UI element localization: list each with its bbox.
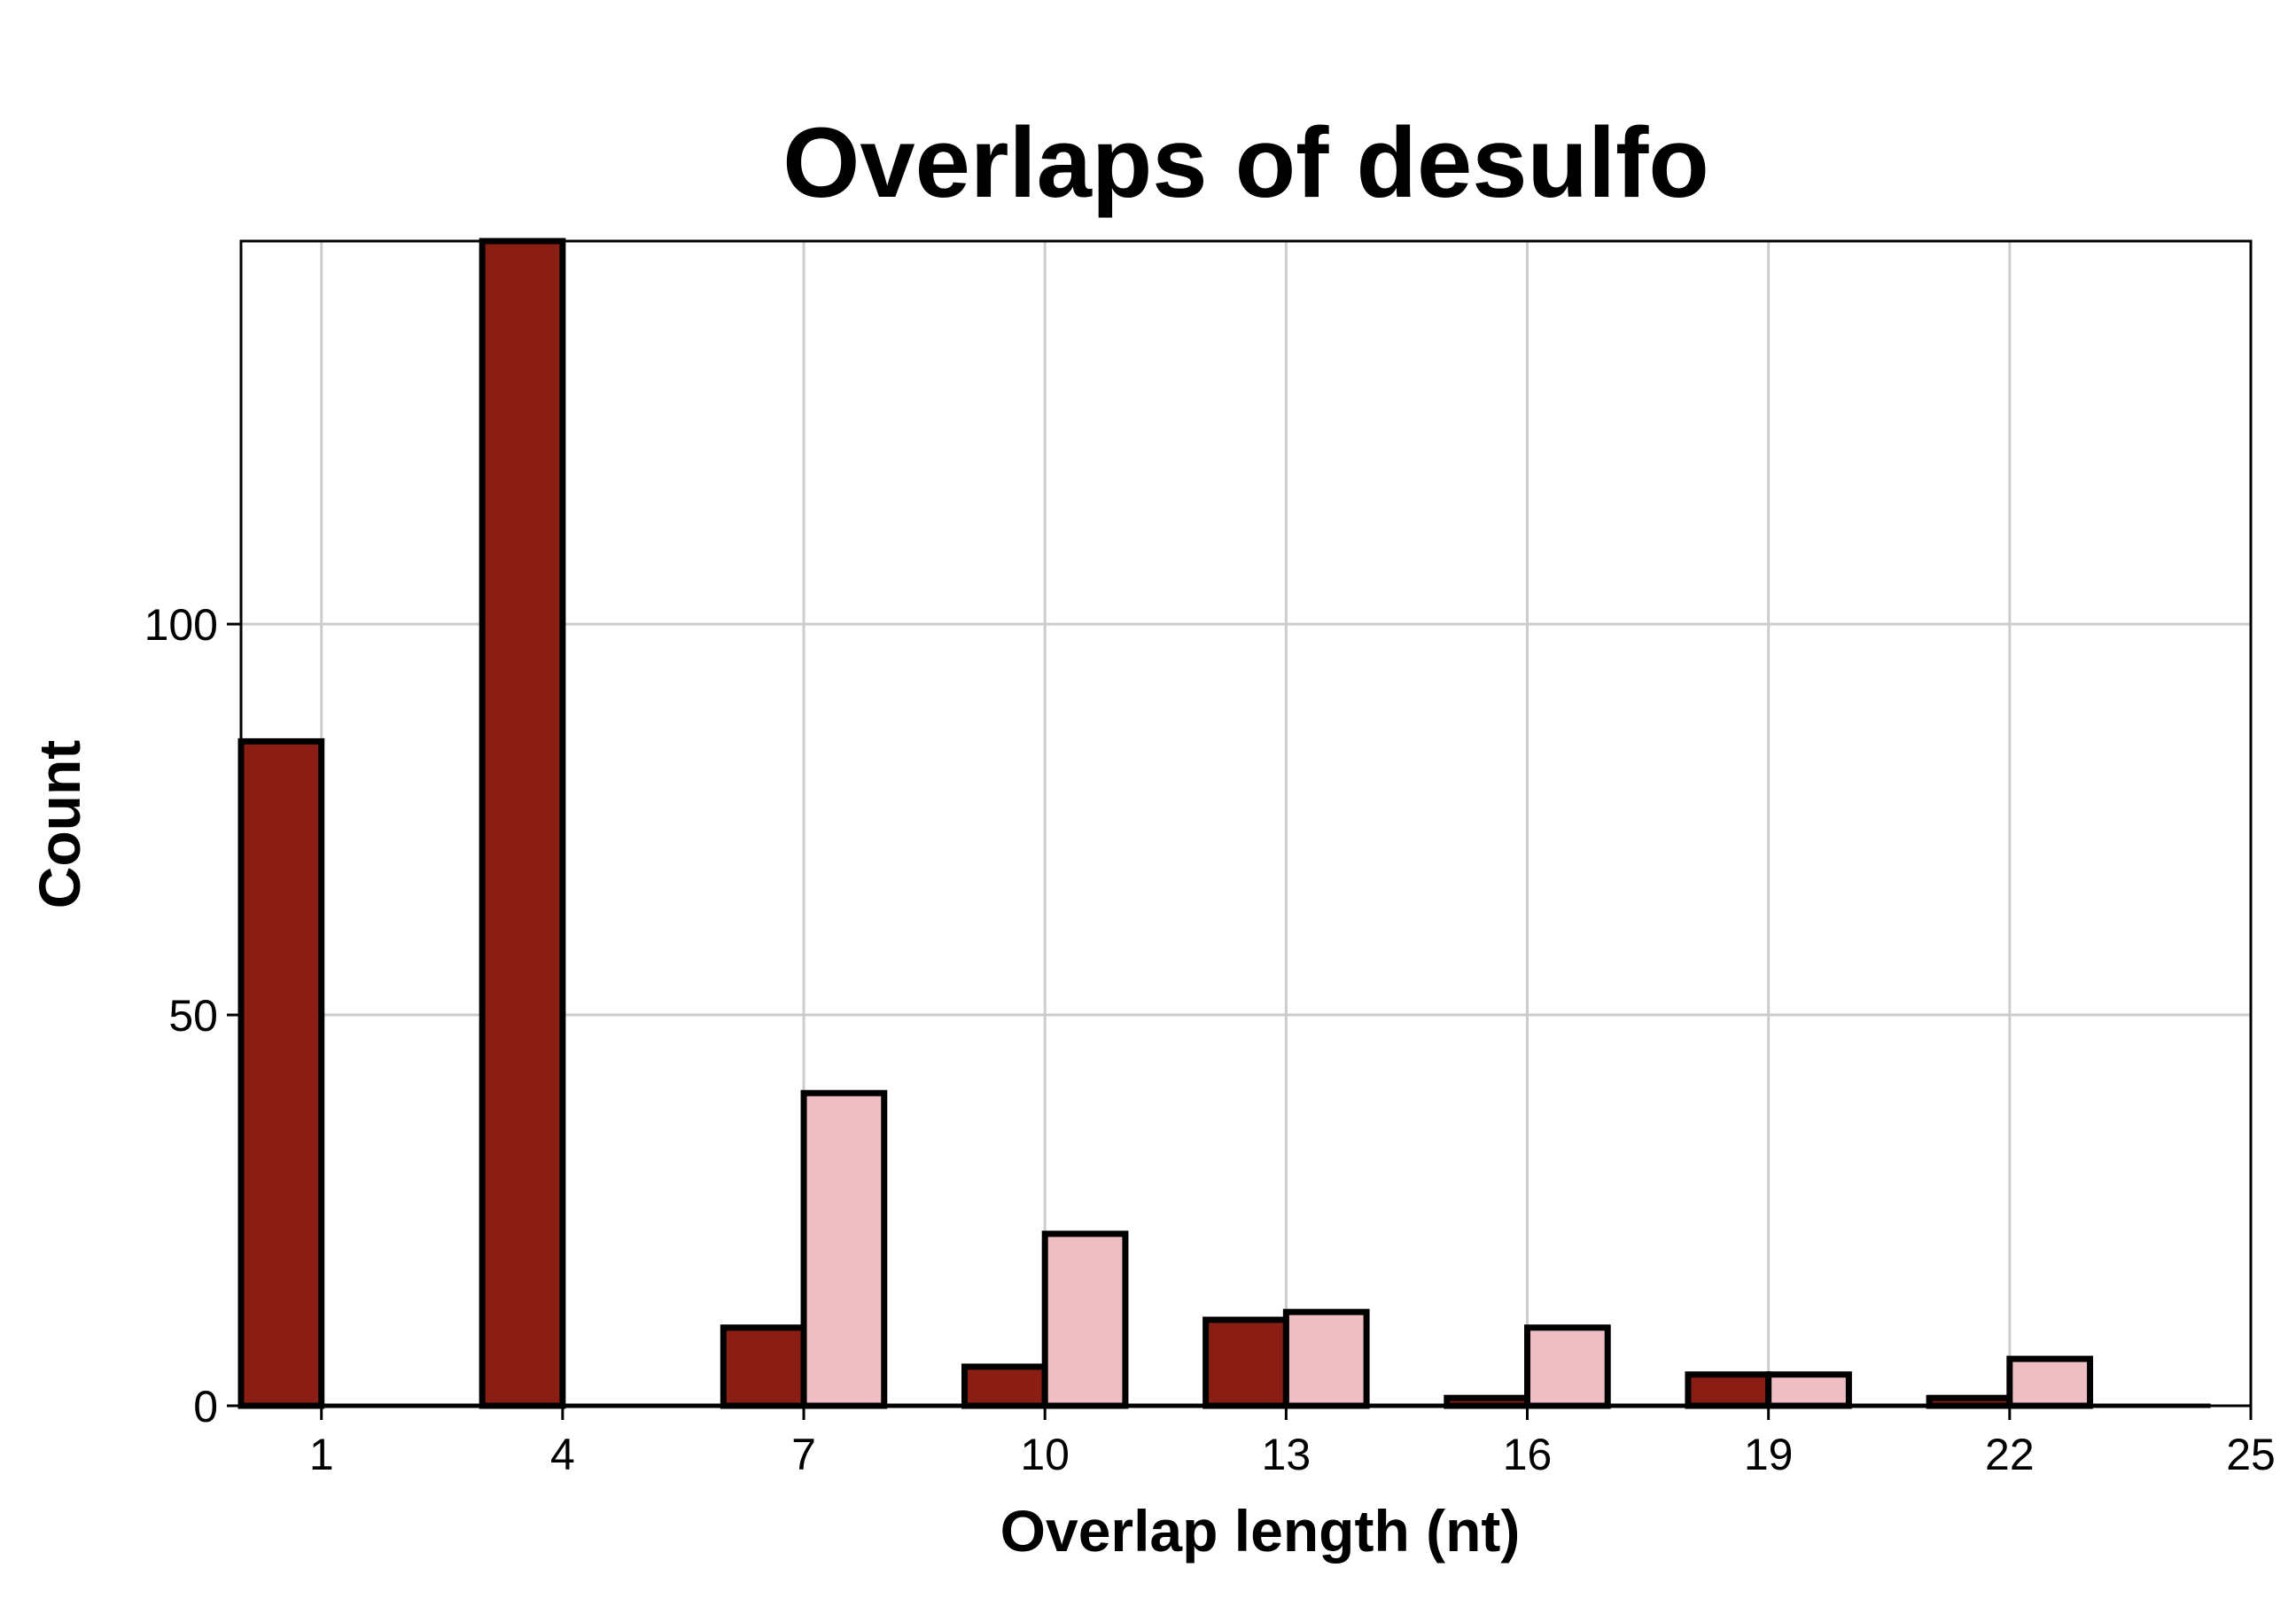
y-tick-label: 100 bbox=[144, 600, 218, 650]
bar-series-1 bbox=[961, 1363, 1048, 1409]
bar-series-2 bbox=[1282, 1308, 1370, 1409]
x-tick-label: 25 bbox=[2226, 1430, 2276, 1479]
y-tick-label: 50 bbox=[168, 991, 218, 1041]
bar-series-1 bbox=[237, 737, 325, 1409]
x-tick-label: 16 bbox=[1503, 1430, 1553, 1479]
bar-series-1 bbox=[1202, 1316, 1289, 1409]
x-tick-label: 7 bbox=[791, 1430, 816, 1479]
bar-series-1 bbox=[479, 238, 566, 1409]
x-tick-label: 13 bbox=[1262, 1430, 1311, 1479]
x-axis-label: Overlap length (nt) bbox=[1000, 1498, 1521, 1564]
bar-series-2 bbox=[1041, 1230, 1129, 1409]
x-tick-label: 10 bbox=[1020, 1430, 1070, 1479]
x-tick-label: 22 bbox=[1985, 1430, 2035, 1479]
bar-series-2 bbox=[1524, 1324, 1611, 1409]
bar-series-2 bbox=[1765, 1371, 1852, 1409]
x-tick-label: 4 bbox=[550, 1430, 575, 1479]
x-tick-label: 19 bbox=[1744, 1430, 1794, 1479]
bar-series-1 bbox=[720, 1324, 807, 1409]
x-tick-label: 1 bbox=[309, 1430, 334, 1479]
bar-series-1 bbox=[1685, 1371, 1772, 1409]
bars bbox=[237, 238, 2211, 1409]
axes bbox=[239, 239, 2253, 1408]
chart-title: Overlaps of desulfo bbox=[782, 107, 1709, 218]
y-tick-label: 0 bbox=[193, 1382, 218, 1431]
ticks: 1 4 7 10 13 16 19 22 25 0 50 100 bbox=[144, 600, 2276, 1479]
bar-series-2 bbox=[2006, 1355, 2094, 1409]
y-axis-label: Count bbox=[27, 740, 92, 909]
plot-frame bbox=[239, 239, 2253, 1408]
bar-series-2 bbox=[800, 1089, 888, 1409]
